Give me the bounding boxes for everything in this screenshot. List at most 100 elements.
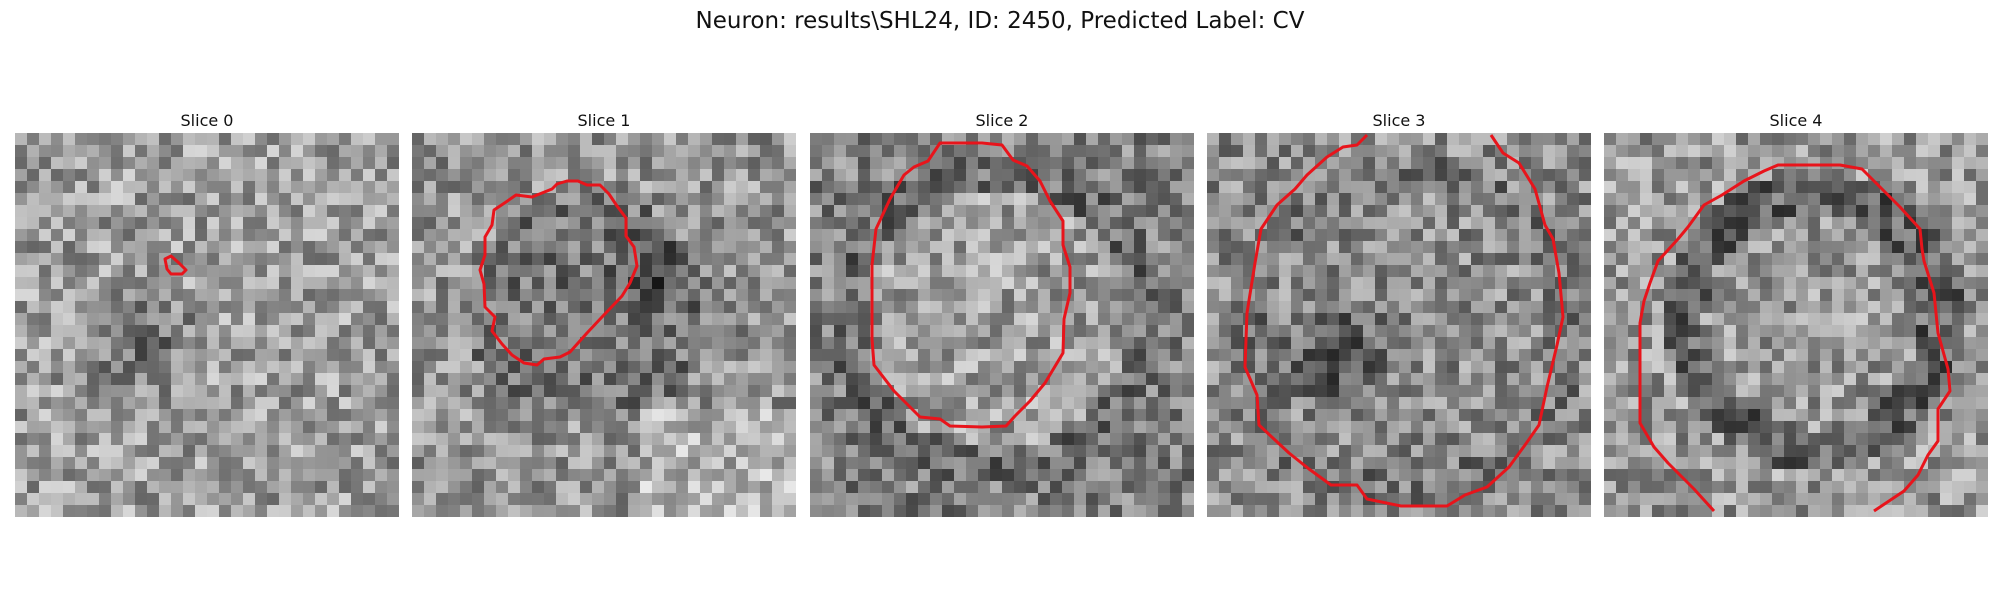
pixel bbox=[822, 229, 834, 241]
pixel bbox=[1315, 373, 1327, 385]
pixel bbox=[1122, 457, 1134, 469]
pixel bbox=[315, 385, 327, 397]
pixel bbox=[387, 205, 399, 217]
pixel bbox=[616, 409, 628, 421]
pixel bbox=[219, 433, 231, 445]
pixel bbox=[255, 337, 267, 349]
pixel bbox=[1146, 145, 1158, 157]
pixel bbox=[1579, 469, 1591, 481]
pixel bbox=[1447, 229, 1459, 241]
pixel bbox=[363, 445, 375, 457]
pixel bbox=[39, 325, 51, 337]
pixel bbox=[676, 433, 688, 445]
pixel bbox=[508, 157, 520, 169]
pixel bbox=[387, 361, 399, 373]
pixel bbox=[1255, 493, 1267, 505]
pixel bbox=[135, 457, 147, 469]
pixel bbox=[1315, 193, 1327, 205]
pixel bbox=[942, 289, 954, 301]
pixel bbox=[1074, 433, 1086, 445]
pixel bbox=[1255, 457, 1267, 469]
pixel bbox=[688, 277, 700, 289]
pixel bbox=[978, 253, 990, 265]
pixel bbox=[1267, 421, 1279, 433]
pixel bbox=[1050, 445, 1062, 457]
pixel bbox=[171, 361, 183, 373]
pixel bbox=[63, 265, 75, 277]
pixel bbox=[1315, 349, 1327, 361]
pixel bbox=[87, 301, 99, 313]
pixel bbox=[387, 301, 399, 313]
pixel bbox=[363, 493, 375, 505]
pixel bbox=[231, 373, 243, 385]
pixel bbox=[1146, 325, 1158, 337]
pixel bbox=[123, 469, 135, 481]
pixel bbox=[772, 145, 784, 157]
pixel bbox=[1784, 313, 1796, 325]
pixel bbox=[1363, 217, 1375, 229]
pixel bbox=[700, 469, 712, 481]
pixel bbox=[387, 445, 399, 457]
pixel bbox=[978, 241, 990, 253]
pixel bbox=[99, 253, 111, 265]
pixel bbox=[39, 217, 51, 229]
pixel bbox=[123, 397, 135, 409]
pixel bbox=[1604, 277, 1616, 289]
pixel bbox=[1170, 277, 1182, 289]
pixel bbox=[1820, 313, 1832, 325]
pixel bbox=[27, 265, 39, 277]
pixel bbox=[520, 289, 532, 301]
pixel bbox=[339, 193, 351, 205]
pixel bbox=[834, 133, 846, 145]
pixel bbox=[1808, 205, 1820, 217]
pixel bbox=[1808, 361, 1820, 373]
pixel bbox=[1495, 241, 1507, 253]
pixel bbox=[1688, 289, 1700, 301]
pixel bbox=[63, 409, 75, 421]
pixel bbox=[1399, 229, 1411, 241]
pixel bbox=[1640, 169, 1652, 181]
pixel bbox=[724, 181, 736, 193]
pixel bbox=[604, 217, 616, 229]
pixel bbox=[580, 385, 592, 397]
pixel bbox=[1543, 409, 1555, 421]
pixel bbox=[1447, 385, 1459, 397]
pixel bbox=[628, 157, 640, 169]
pixel bbox=[448, 445, 460, 457]
pixel bbox=[1712, 277, 1724, 289]
pixel bbox=[135, 193, 147, 205]
pixel bbox=[27, 457, 39, 469]
pixel bbox=[339, 205, 351, 217]
pixel bbox=[1219, 205, 1231, 217]
pixel bbox=[207, 253, 219, 265]
pixel bbox=[906, 265, 918, 277]
pixel bbox=[1567, 277, 1579, 289]
pixel bbox=[1808, 457, 1820, 469]
pixel bbox=[1760, 349, 1772, 361]
pixel bbox=[1243, 445, 1255, 457]
pixel bbox=[640, 481, 652, 493]
pixel bbox=[1291, 337, 1303, 349]
pixel bbox=[1952, 385, 1964, 397]
pixel bbox=[387, 265, 399, 277]
pixel bbox=[195, 445, 207, 457]
pixel bbox=[688, 397, 700, 409]
pixel bbox=[436, 337, 448, 349]
pixel bbox=[834, 241, 846, 253]
pixel bbox=[1928, 205, 1940, 217]
pixel bbox=[1014, 421, 1026, 433]
pixel bbox=[1555, 241, 1567, 253]
pixel bbox=[508, 265, 520, 277]
pixel bbox=[1387, 265, 1399, 277]
pixel bbox=[303, 157, 315, 169]
pixel bbox=[267, 445, 279, 457]
pixel bbox=[1423, 361, 1435, 373]
pixel bbox=[1495, 493, 1507, 505]
pixel bbox=[1231, 493, 1243, 505]
pixel bbox=[1616, 433, 1628, 445]
pixel bbox=[1207, 373, 1219, 385]
pixel bbox=[1784, 397, 1796, 409]
pixel bbox=[27, 289, 39, 301]
pixel bbox=[846, 421, 858, 433]
pixel bbox=[664, 289, 676, 301]
